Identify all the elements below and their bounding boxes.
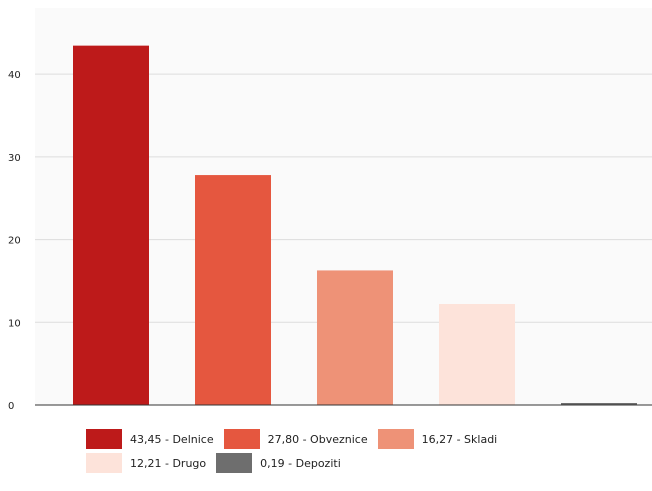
legend-item-obveznice: 27,80 - Obveznice bbox=[223, 429, 368, 449]
legend-label: 43,45 - Delnice bbox=[130, 432, 214, 446]
legend-swatch bbox=[223, 429, 260, 449]
bar-depoziti bbox=[561, 403, 637, 405]
legend-item-depoziti: 0,19 - Depoziti bbox=[216, 453, 341, 473]
legend-swatch bbox=[216, 453, 253, 473]
legend-label: 12,21 - Drugo bbox=[130, 456, 207, 470]
legend-label: 0,19 - Depoziti bbox=[260, 456, 341, 470]
y-axis-ticks: 0 10 20 30 40 bbox=[8, 70, 21, 412]
legend: 43,45 - Delnice 27,80 - Obveznice 16,27 … bbox=[86, 428, 626, 476]
legend-item-drugo: 12,21 - Drugo bbox=[86, 453, 206, 473]
legend-swatch bbox=[86, 429, 122, 449]
y-tick-label: 30 bbox=[8, 153, 21, 164]
legend-row: 43,45 - Delnice 27,80 - Obveznice 16,27 … bbox=[86, 428, 626, 450]
y-tick-label: 20 bbox=[8, 236, 21, 247]
y-tick-label: 10 bbox=[8, 318, 21, 329]
legend-label: 27,80 - Obveznice bbox=[267, 432, 368, 446]
bars bbox=[73, 45, 637, 405]
legend-item-skladi: 16,27 - Skladi bbox=[377, 429, 498, 449]
legend-swatch bbox=[86, 453, 122, 473]
legend-label: 16,27 - Skladi bbox=[421, 432, 498, 446]
y-tick-label: 0 bbox=[8, 401, 14, 412]
legend-swatch bbox=[377, 429, 414, 449]
legend-item-delnice: 43,45 - Delnice bbox=[86, 429, 214, 449]
bar-obveznice bbox=[195, 175, 271, 405]
y-tick-label: 40 bbox=[8, 70, 21, 81]
bar-delnice bbox=[73, 45, 149, 405]
bar-drugo bbox=[439, 304, 515, 405]
legend-row: 12,21 - Drugo 0,19 - Depoziti bbox=[86, 452, 626, 474]
bar-chart: 0 10 20 30 40 bbox=[8, 45, 652, 412]
bar-skladi bbox=[317, 270, 393, 405]
